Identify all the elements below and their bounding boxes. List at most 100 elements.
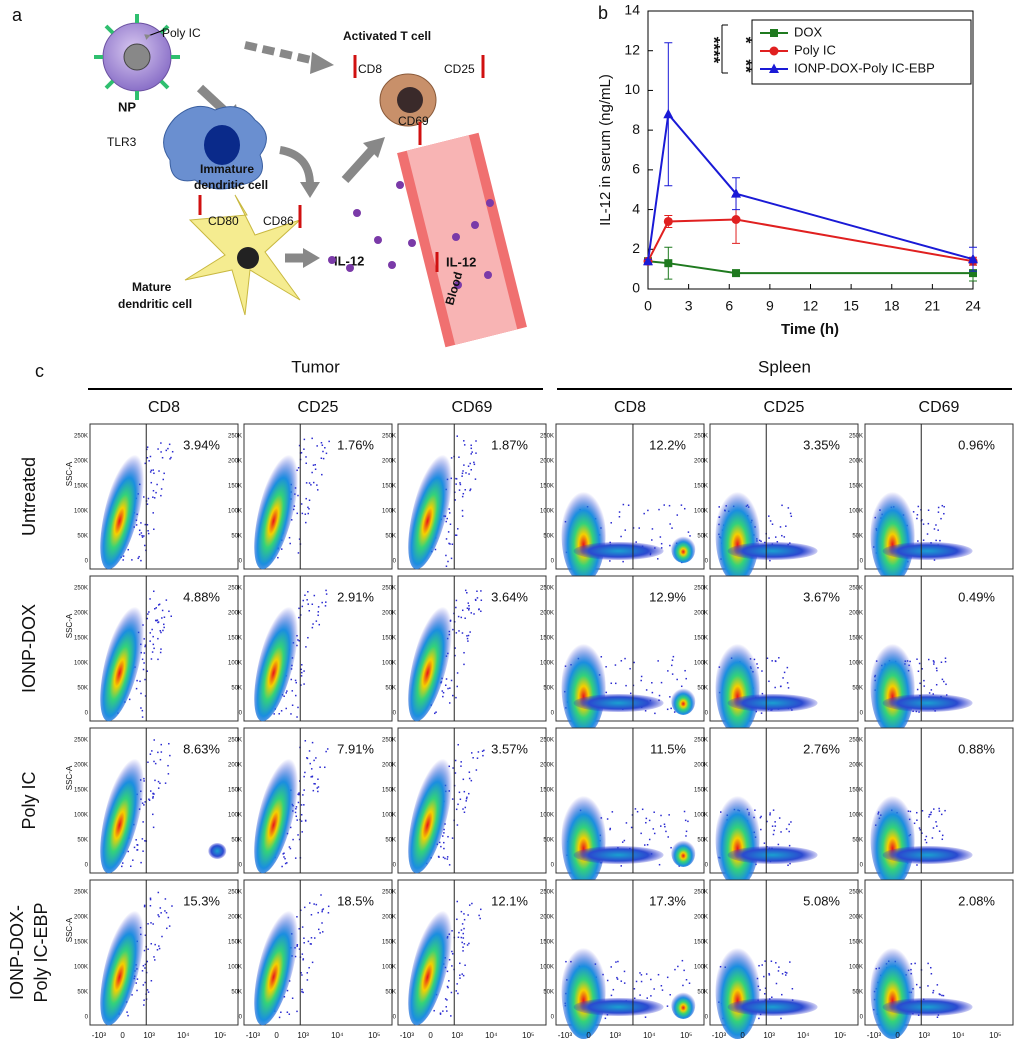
- label: IL-12: [446, 254, 476, 269]
- event-dot: [164, 898, 167, 900]
- y-tick-label: 0: [860, 1015, 864, 1021]
- flow-plot: 1.87% 250K 200K 150K 100K 50K 0: [382, 423, 547, 570]
- event-dot: [149, 898, 152, 901]
- flow-plot: 2.76% 250K 200K 150K 100K 50K 0: [694, 727, 859, 887]
- event-dot: [143, 999, 145, 1001]
- y-tick-label: 200K: [228, 915, 242, 921]
- flow-plot: 5.08% 250K 200K 150K 100K 50K 0 -10³ 0 10³ 10⁴ 10⁵: [694, 879, 859, 1040]
- event-dot: [458, 931, 460, 934]
- event-dot: [160, 451, 162, 453]
- event-dot: [148, 799, 151, 801]
- panel-label: a: [12, 5, 23, 25]
- event-dot: [312, 623, 314, 625]
- event-dot: [646, 843, 649, 846]
- y-tick-label: 50K: [543, 990, 554, 996]
- event-dot: [140, 559, 142, 562]
- event-dot: [160, 648, 162, 650]
- y-tick-label: 100K: [74, 661, 88, 667]
- label: CD25: [444, 62, 475, 76]
- legend-label: IONP-DOX-Poly IC-EBP: [794, 60, 935, 75]
- event-dot: [773, 829, 775, 832]
- event-dot: [916, 514, 919, 516]
- y-axis-label: SSC-A: [65, 613, 74, 638]
- event-dot: [442, 856, 445, 859]
- y-tick-label: 200K: [694, 459, 708, 465]
- event-dot: [461, 472, 464, 475]
- event-dot: [306, 979, 309, 981]
- event-dot: [158, 947, 161, 950]
- event-dot: [313, 937, 316, 939]
- flow-plot: 4.88% 250K 200K 150K 100K 50K 0 SSC-A: [65, 575, 239, 722]
- group-label: Tumor: [291, 357, 340, 376]
- event-dot: [146, 989, 149, 991]
- percentage: 11.5%: [650, 741, 686, 756]
- event-dot: [614, 682, 617, 685]
- event-dot: [774, 825, 777, 827]
- event-dot: [283, 695, 285, 697]
- event-dot: [303, 683, 305, 685]
- event-dot: [467, 634, 470, 637]
- event-dot: [297, 706, 299, 709]
- y-tick-label: 12: [624, 41, 640, 57]
- event-dot: [295, 808, 297, 810]
- event-dot: [149, 905, 152, 907]
- event-dot: [434, 712, 436, 715]
- event-dot: [298, 793, 300, 796]
- event-dot: [302, 991, 304, 994]
- event-dot: [157, 751, 159, 754]
- panel-label: c: [35, 361, 44, 381]
- event-dot: [463, 651, 465, 654]
- event-dot: [321, 473, 323, 476]
- event-dot: [651, 539, 653, 541]
- event-dot: [658, 694, 661, 697]
- x-tick-label: 10⁴: [177, 1031, 190, 1040]
- label: Activated T cell: [343, 29, 431, 43]
- event-dot: [316, 787, 319, 789]
- event-dot: [147, 532, 150, 535]
- x-tick-label: -10³: [400, 1031, 415, 1040]
- event-dot: [458, 630, 460, 632]
- event-dot: [311, 626, 314, 629]
- event-dot: [136, 844, 138, 846]
- y-axis-label: SSC-A: [65, 765, 74, 790]
- event-dot: [480, 590, 482, 592]
- event-dot: [645, 821, 647, 824]
- event-dot: [443, 841, 445, 844]
- event-dot: [460, 929, 463, 931]
- event-dot: [154, 943, 156, 946]
- event-dot: [916, 658, 918, 660]
- event-dot: [152, 797, 154, 799]
- event-dot: [297, 639, 299, 641]
- event-dot: [463, 943, 466, 945]
- event-dot: [459, 974, 461, 976]
- x-tick-label: 10⁴: [952, 1031, 965, 1040]
- event-dot: [633, 988, 636, 990]
- event-dot: [138, 533, 141, 536]
- event-dot: [325, 601, 327, 603]
- event-dot: [305, 482, 308, 484]
- event-dot: [444, 684, 447, 687]
- y-tick-label: 50K: [852, 686, 863, 692]
- event-dot: [630, 826, 633, 829]
- event-dot: [669, 993, 671, 996]
- event-dot: [304, 740, 307, 742]
- event-dot: [311, 961, 314, 964]
- event-dot: [290, 519, 293, 521]
- event-dot: [475, 440, 477, 442]
- column-label: CD25: [764, 399, 805, 416]
- density: [561, 943, 606, 1039]
- event-dot: [303, 670, 305, 672]
- event-dot: [473, 463, 476, 466]
- percentage: 0.49%: [958, 589, 995, 604]
- event-dot: [761, 692, 764, 695]
- event-dot: [457, 936, 460, 939]
- event-dot: [143, 535, 145, 537]
- event-dot: [932, 693, 934, 695]
- event-dot: [310, 776, 312, 778]
- arrowhead: [303, 248, 320, 268]
- row-label: Poly IC: [19, 771, 39, 829]
- event-dot: [152, 813, 154, 816]
- event-dot: [461, 515, 464, 517]
- event-dot: [452, 767, 454, 769]
- y-tick-label: 200K: [694, 611, 708, 617]
